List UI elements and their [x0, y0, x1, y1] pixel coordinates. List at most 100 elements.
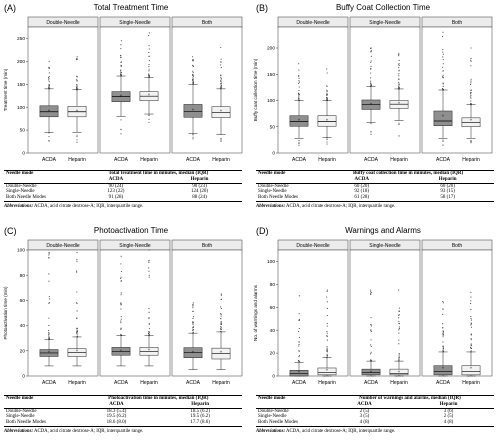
iqr-box [183, 104, 203, 118]
outlier-point [76, 331, 78, 333]
y-tick-label: 0 [22, 374, 25, 380]
outlier-point [48, 251, 50, 254]
outlier-point [442, 346, 444, 348]
outlier-point [370, 133, 372, 135]
outlier-point [48, 296, 50, 298]
summary-table: Needle mode Total treatment time in minut… [4, 169, 242, 202]
mean-marker: + [370, 102, 373, 107]
outlier-point [48, 273, 50, 275]
outlier-point [442, 300, 444, 303]
outlier-point [398, 55, 400, 57]
y-tick-label: 0 [272, 374, 275, 380]
iqr-box [361, 368, 381, 376]
box-plot-chart: No. of warnings and alarms 0 20 40 60 80 100 Do… [253, 239, 493, 386]
outlier-point [326, 93, 328, 96]
iqr-box [211, 106, 231, 118]
outlier-point [148, 65, 150, 68]
x-tick-label: Heparin [462, 380, 480, 386]
table-row: Double-Needle 2 (5) 3 (6) [256, 407, 494, 415]
x-tick-label: ACDA [114, 380, 129, 386]
outlier-point [48, 256, 50, 258]
outlier-point [120, 316, 122, 318]
outlier-point [48, 301, 50, 304]
outlier-point [298, 89, 300, 92]
outlier-point [48, 324, 50, 327]
col-mode: Needle mode [256, 394, 326, 402]
mean-marker: + [76, 348, 79, 353]
outlier-point [120, 133, 122, 135]
outlier-point [370, 330, 372, 333]
outlier-point [326, 290, 328, 293]
outlier-point [120, 327, 122, 329]
x-tick-label: ACDA [186, 380, 201, 386]
outlier-point [76, 56, 78, 58]
facet-label: Both [202, 243, 213, 249]
outlier-point [442, 35, 444, 38]
panel-title: Warnings and Alarms [345, 226, 421, 235]
mean-marker: + [76, 108, 79, 113]
col-heparin: Heparin [439, 401, 458, 407]
outlier-point [326, 314, 328, 317]
outlier-point [370, 324, 372, 326]
outlier-point [148, 317, 150, 319]
outlier-point [470, 319, 472, 321]
x-tick-label: ACDA [436, 157, 451, 163]
outlier-point [76, 139, 78, 141]
outlier-point [398, 52, 400, 54]
outlier-point [326, 322, 328, 325]
outlier-point [298, 74, 300, 77]
panel-letter: (D) [256, 226, 269, 236]
outlier-point [220, 323, 222, 325]
outlier-point [370, 289, 372, 291]
outlier-point [442, 70, 444, 72]
outlier-point [76, 291, 78, 293]
outlier-point [326, 289, 328, 291]
outlier-point [370, 51, 372, 53]
outlier-point [298, 140, 300, 142]
outlier-point [76, 258, 78, 261]
outlier-point [370, 65, 372, 67]
outlier-point [470, 334, 472, 336]
outlier-point [470, 139, 472, 142]
mean-marker: + [442, 365, 445, 370]
outlier-point [398, 317, 400, 319]
outlier-point [298, 97, 300, 100]
outlier-point [148, 323, 150, 325]
x-tick-label: Heparin [462, 157, 480, 163]
outlier-point [470, 350, 472, 352]
outlier-point [76, 329, 78, 331]
outlier-point [120, 119, 122, 121]
outlier-point [442, 88, 444, 90]
outlier-point [370, 61, 372, 63]
outlier-point [220, 137, 222, 140]
facet-frame [27, 249, 99, 377]
mean-marker: + [192, 107, 195, 112]
outlier-point [76, 134, 78, 136]
outlier-point [326, 89, 328, 91]
outlier-point [298, 92, 300, 94]
outlier-point [326, 335, 328, 337]
outlier-point [192, 74, 194, 76]
outlier-point [220, 64, 222, 66]
outlier-point [148, 261, 150, 263]
outlier-point [48, 254, 50, 256]
outlier-point [298, 80, 300, 82]
outlier-point [470, 343, 472, 345]
table-row: Double-Needle 18.3 (5.4) 18.5 (6.2) [4, 407, 242, 415]
iqr-box [461, 365, 481, 376]
outlier-point [148, 328, 150, 330]
outlier-point [326, 301, 328, 303]
outlier-point [470, 291, 472, 293]
outlier-point [370, 293, 372, 295]
outlier-point [398, 289, 400, 291]
outlier-point [326, 90, 328, 92]
outlier-point [76, 76, 78, 78]
outlier-point [298, 83, 300, 85]
outlier-point [76, 57, 78, 59]
outlier-point [442, 139, 444, 141]
outlier-point [326, 72, 328, 74]
outlier-point [326, 97, 328, 99]
outlier-point [398, 357, 400, 359]
outlier-point [398, 328, 400, 330]
outlier-point [298, 144, 300, 146]
